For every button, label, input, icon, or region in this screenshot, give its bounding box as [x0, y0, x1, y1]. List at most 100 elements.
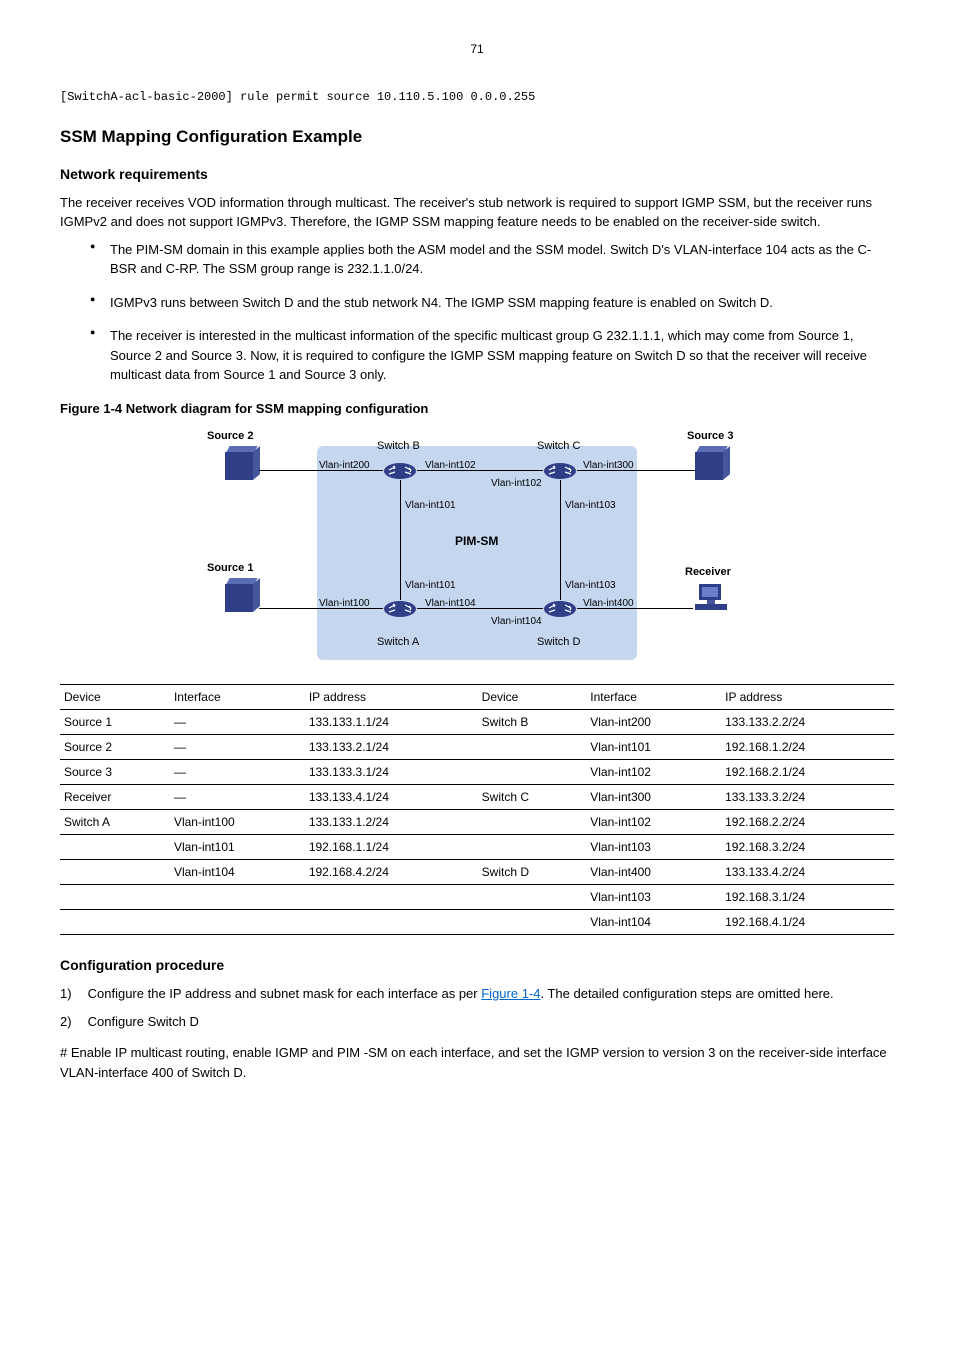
table-cell: 192.168.4.1/24 [721, 910, 894, 935]
table-row: Vlan-int104192.168.4.2/24Switch DVlan-in… [60, 860, 894, 885]
table-cell: 133.133.1.1/24 [305, 710, 478, 735]
table-cell: 192.168.4.2/24 [305, 860, 478, 885]
iface-d400: Vlan-int400 [583, 596, 634, 611]
th-ip: IP address [305, 685, 478, 710]
table-row: Vlan-int101192.168.1.1/24Vlan-int103192.… [60, 835, 894, 860]
table-cell: Source 3 [60, 760, 170, 785]
intro-paragraph: The receiver receives VOD information th… [60, 193, 894, 232]
table-cell: Vlan-int101 [586, 735, 721, 760]
table-cell: Source 2 [60, 735, 170, 760]
table-cell: 192.168.2.2/24 [721, 810, 894, 835]
th-ip2: IP address [721, 685, 894, 710]
steps-list: 1) Configure the IP address and subnet m… [60, 984, 894, 1031]
list-item: The receiver is interested in the multic… [90, 326, 894, 385]
table-cell [170, 910, 305, 935]
table-cell [170, 885, 305, 910]
table-cell: 133.133.1.2/24 [305, 810, 478, 835]
table-cell [60, 885, 170, 910]
table-cell [478, 885, 587, 910]
table-cell: 192.168.1.1/24 [305, 835, 478, 860]
table-body: Source 1—133.133.1.1/24Switch BVlan-int2… [60, 710, 894, 935]
switch-a-icon [383, 600, 417, 618]
iface-a104: Vlan-int104 [425, 596, 476, 611]
table-cell [478, 810, 587, 835]
source2-host-icon [225, 446, 253, 480]
network-diagram: Source 2 Source 3 Source 1 Receiver Swit… [197, 428, 757, 668]
table-row: Switch AVlan-int100133.133.1.2/24 Vlan-in… [60, 810, 894, 835]
switch-c-icon [543, 462, 577, 480]
table-cell: Vlan-int200 [586, 710, 721, 735]
iface-a100: Vlan-int100 [319, 596, 370, 611]
table-cell: Vlan-int300 [586, 785, 721, 810]
table-cell [305, 910, 478, 935]
config-procedure-heading: Configuration procedure [60, 955, 894, 976]
iface-c300: Vlan-int300 [583, 458, 634, 473]
table-cell: Switch D [478, 860, 587, 885]
iface-c102: Vlan-int102 [491, 476, 542, 491]
page-number: 71 [60, 40, 894, 58]
figure-caption: Figure 1-4 Network diagram for SSM mappi… [60, 399, 894, 419]
line-c-d [560, 480, 561, 600]
table-cell: — [170, 710, 305, 735]
pim-domain-box [317, 446, 637, 660]
table-row: Source 2—133.133.2.1/24Vlan-int101192.16… [60, 735, 894, 760]
table-cell: Source 1 [60, 710, 170, 735]
table-cell: Vlan-int102 [586, 810, 721, 835]
table-cell: Switch A [60, 810, 170, 835]
iface-b200: Vlan-int200 [319, 458, 370, 473]
step-item: 2) Configure Switch D [60, 1012, 894, 1032]
table-cell: Receiver [60, 785, 170, 810]
iface-d103: Vlan-int103 [565, 578, 616, 593]
table-cell [60, 910, 170, 935]
table-cell [478, 910, 587, 935]
table-row: Vlan-int104192.168.4.1/24 [60, 910, 894, 935]
step-number: 1) [60, 984, 84, 1004]
step-text: Configure Switch D [88, 1014, 199, 1029]
switch-a-label: Switch A [377, 634, 419, 651]
address-table: Device Interface IP address Device Inter… [60, 684, 894, 935]
table-cell: — [170, 760, 305, 785]
table-cell [60, 860, 170, 885]
section-title: SSM Mapping Configuration Example [60, 124, 894, 150]
table-cell: 133.133.4.2/24 [721, 860, 894, 885]
switch-b-label: Switch B [377, 438, 420, 455]
table-cell: 192.168.3.1/24 [721, 885, 894, 910]
source2-label: Source 2 [207, 428, 253, 445]
table-cell [60, 835, 170, 860]
receiver-icon [693, 582, 729, 616]
table-row: Receiver—133.133.4.1/24Switch CVlan-int3… [60, 785, 894, 810]
table-header-row: Device Interface IP address Device Inter… [60, 685, 894, 710]
source3-host-icon [695, 446, 723, 480]
step-text: Configure the IP address and subnet mask… [88, 986, 482, 1001]
requirements-list: The PIM-SM domain in this example applie… [60, 240, 894, 385]
table-cell: Vlan-int103 [586, 835, 721, 860]
table-cell: Switch C [478, 785, 587, 810]
table-cell: Switch B [478, 710, 587, 735]
table-cell [478, 735, 587, 760]
table-cell: Vlan-int101 [170, 835, 305, 860]
table-cell: 192.168.1.2/24 [721, 735, 894, 760]
table-cell [305, 885, 478, 910]
step-item: 1) Configure the IP address and subnet m… [60, 984, 894, 1004]
table-row: Vlan-int103192.168.3.1/24 [60, 885, 894, 910]
table-cell: 133.133.2.1/24 [305, 735, 478, 760]
th-device: Device [60, 685, 170, 710]
switch-d-label: Switch D [537, 634, 580, 651]
config-detail: # Enable IP multicast routing, enable IG… [60, 1043, 894, 1082]
iface-a101: Vlan-int101 [405, 578, 456, 593]
table-cell: 133.133.3.2/24 [721, 785, 894, 810]
source3-label: Source 3 [687, 428, 733, 445]
table-cell: Vlan-int100 [170, 810, 305, 835]
figure-link[interactable]: Figure 1-4 [481, 986, 540, 1001]
switch-c-label: Switch C [537, 438, 580, 455]
table-cell [478, 760, 587, 785]
iface-d104: Vlan-int104 [491, 614, 542, 629]
th-device2: Device [478, 685, 587, 710]
step-tail: . The detailed configuration steps are o… [540, 986, 833, 1001]
table-cell: Vlan-int103 [586, 885, 721, 910]
table-cell: Vlan-int400 [586, 860, 721, 885]
iface-b101: Vlan-int101 [405, 498, 456, 513]
step-number: 2) [60, 1012, 84, 1032]
table-row: Source 3—133.133.3.1/24Vlan-int102192.16… [60, 760, 894, 785]
table-cell: Vlan-int104 [170, 860, 305, 885]
